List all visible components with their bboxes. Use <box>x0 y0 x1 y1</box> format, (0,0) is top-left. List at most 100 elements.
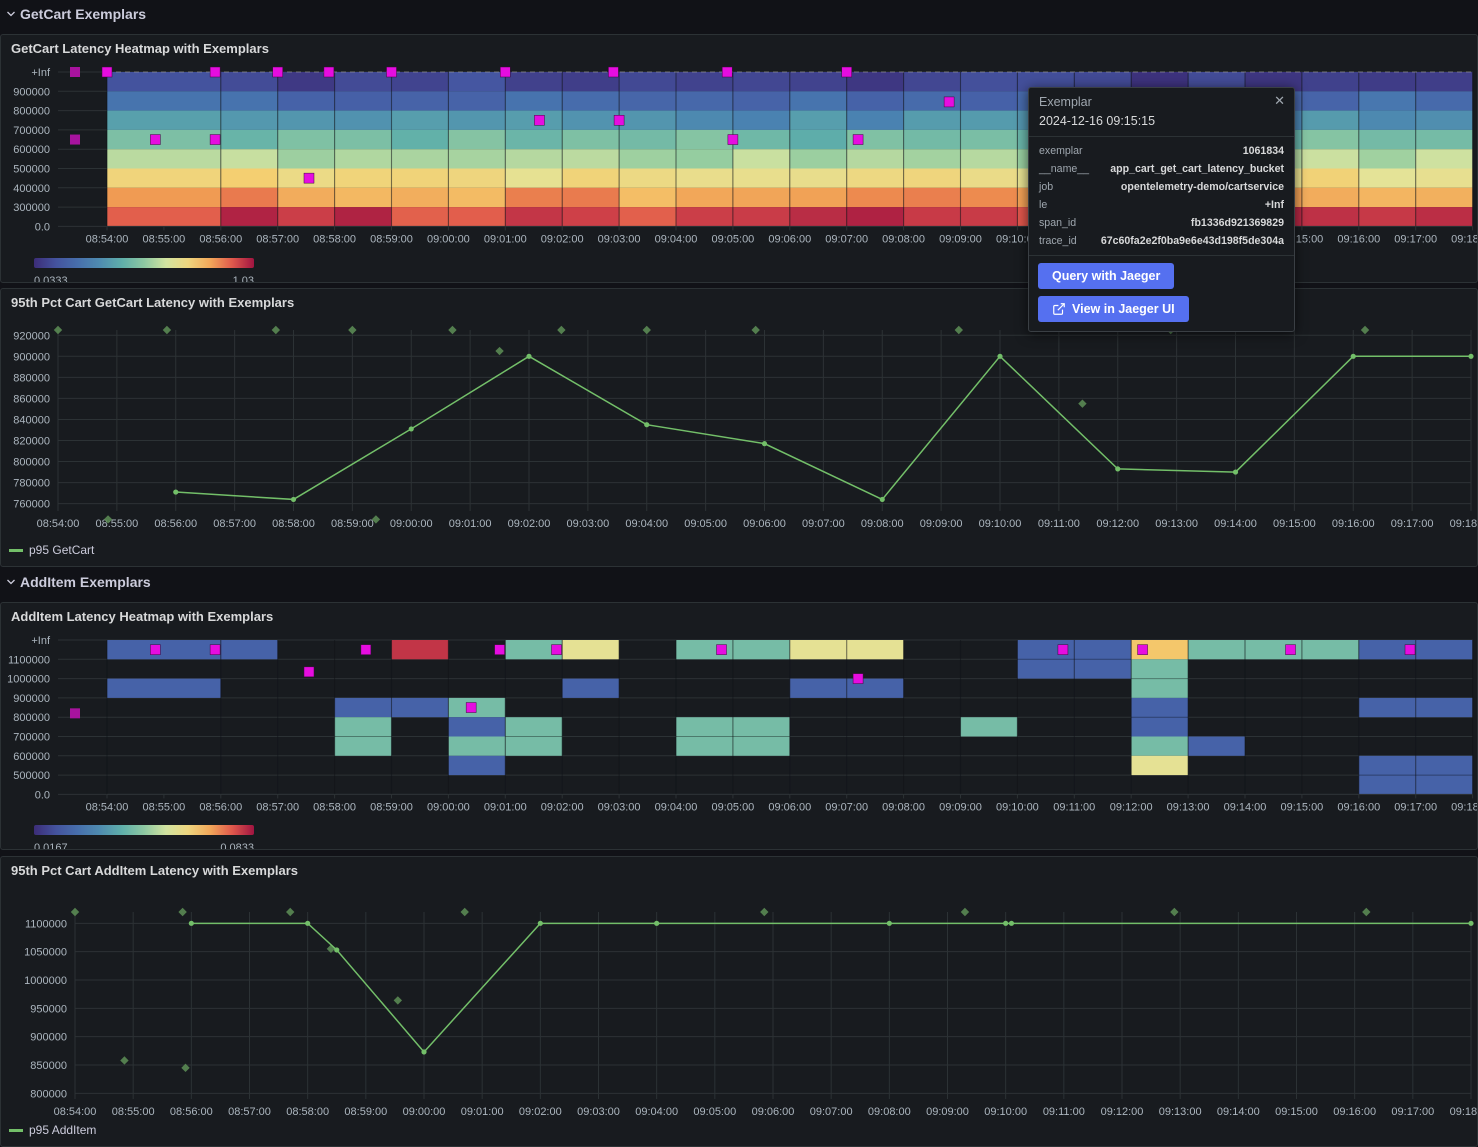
svg-text:08:59:00: 08:59:00 <box>370 801 413 813</box>
svg-text:08:56:00: 08:56:00 <box>199 233 242 245</box>
svg-text:09:10:00: 09:10:00 <box>979 518 1022 530</box>
svg-text:950000: 950000 <box>30 1003 67 1015</box>
svg-text:08:56:00: 08:56:00 <box>199 801 242 813</box>
svg-text:09:06:00: 09:06:00 <box>752 1106 795 1118</box>
svg-text:09:00:00: 09:00:00 <box>427 801 470 813</box>
svg-text:08:56:00: 08:56:00 <box>170 1106 213 1118</box>
svg-text:780000: 780000 <box>13 478 50 490</box>
svg-text:900000: 900000 <box>13 351 50 363</box>
svg-text:09:06:00: 09:06:00 <box>768 233 811 245</box>
svg-text:880000: 880000 <box>13 372 50 384</box>
svg-text:08:54:00: 08:54:00 <box>37 518 80 530</box>
svg-text:850000: 850000 <box>30 1060 67 1072</box>
svg-text:300000: 300000 <box>13 202 50 214</box>
svg-text:1100000: 1100000 <box>8 654 50 666</box>
svg-text:08:55:00: 08:55:00 <box>142 233 185 245</box>
svg-text:800000: 800000 <box>13 457 50 469</box>
svg-text:09:09:00: 09:09:00 <box>920 518 963 530</box>
svg-text:08:59:00: 08:59:00 <box>331 518 374 530</box>
svg-text:1.03: 1.03 <box>233 275 254 283</box>
svg-text:09:07:00: 09:07:00 <box>802 518 845 530</box>
svg-text:09:13:00: 09:13:00 <box>1155 518 1198 530</box>
svg-text:700000: 700000 <box>13 732 50 744</box>
svg-text:0.0333: 0.0333 <box>34 275 68 283</box>
svg-text:09:16:00: 09:16:00 <box>1337 233 1380 245</box>
svg-text:08:58:00: 08:58:00 <box>272 518 315 530</box>
svg-text:09:08:00: 09:08:00 <box>861 518 904 530</box>
svg-text:0.0167: 0.0167 <box>34 842 68 850</box>
svg-text:920000: 920000 <box>13 330 50 342</box>
svg-text:09:18:00: 09:18:00 <box>1450 518 1478 530</box>
svg-text:800000: 800000 <box>13 712 50 724</box>
svg-text:09:06:00: 09:06:00 <box>743 518 786 530</box>
svg-text:800000: 800000 <box>30 1088 67 1100</box>
svg-text:09:12:00: 09:12:00 <box>1096 518 1139 530</box>
svg-text:08:56:00: 08:56:00 <box>154 518 197 530</box>
svg-text:760000: 760000 <box>13 499 50 511</box>
svg-text:09:18:00: 09:18:00 <box>1451 801 1478 813</box>
svg-text:500000: 500000 <box>13 770 50 782</box>
svg-text:09:07:00: 09:07:00 <box>825 801 868 813</box>
svg-text:09:15:00: 09:15:00 <box>1273 518 1316 530</box>
svg-text:08:54:00: 08:54:00 <box>86 233 129 245</box>
svg-text:860000: 860000 <box>13 393 50 405</box>
svg-text:08:57:00: 08:57:00 <box>256 233 299 245</box>
svg-text:08:58:00: 08:58:00 <box>313 233 356 245</box>
svg-text:09:03:00: 09:03:00 <box>598 801 641 813</box>
svg-text:09:05:00: 09:05:00 <box>711 801 754 813</box>
svg-text:08:57:00: 08:57:00 <box>228 1106 271 1118</box>
svg-text:09:05:00: 09:05:00 <box>711 233 754 245</box>
svg-text:09:02:00: 09:02:00 <box>541 233 584 245</box>
svg-text:09:01:00: 09:01:00 <box>484 801 527 813</box>
svg-text:08:57:00: 08:57:00 <box>256 801 299 813</box>
svg-text:09:09:00: 09:09:00 <box>939 233 982 245</box>
svg-text:09:15:00: 09:15:00 <box>1275 1106 1318 1118</box>
svg-text:1000000: 1000000 <box>7 674 50 686</box>
svg-text:09:05:00: 09:05:00 <box>684 518 727 530</box>
svg-text:09:11:00: 09:11:00 <box>1053 801 1095 813</box>
svg-text:09:14:00: 09:14:00 <box>1214 518 1257 530</box>
svg-text:09:01:00: 09:01:00 <box>484 233 527 245</box>
svg-text:09:10:00: 09:10:00 <box>984 1106 1027 1118</box>
svg-text:09:08:00: 09:08:00 <box>882 801 925 813</box>
svg-text:09:04:00: 09:04:00 <box>655 233 698 245</box>
svg-text:09:03:00: 09:03:00 <box>598 233 641 245</box>
svg-text:09:02:00: 09:02:00 <box>541 801 584 813</box>
svg-text:09:18:00: 09:18:00 <box>1451 233 1478 245</box>
svg-text:09:06:00: 09:06:00 <box>768 801 811 813</box>
svg-text:08:55:00: 08:55:00 <box>112 1106 155 1118</box>
svg-text:09:04:00: 09:04:00 <box>655 801 698 813</box>
svg-text:09:00:00: 09:00:00 <box>427 233 470 245</box>
svg-text:09:14:00: 09:14:00 <box>1224 801 1267 813</box>
svg-text:600000: 600000 <box>13 751 50 763</box>
svg-text:08:54:00: 08:54:00 <box>54 1106 97 1118</box>
svg-text:0.0: 0.0 <box>35 789 50 801</box>
svg-text:09:09:00: 09:09:00 <box>939 801 982 813</box>
svg-text:09:11:00: 09:11:00 <box>1043 1106 1085 1118</box>
svg-text:700000: 700000 <box>13 125 50 137</box>
svg-text:09:15:00: 09:15:00 <box>1280 801 1323 813</box>
svg-text:09:07:00: 09:07:00 <box>810 1106 853 1118</box>
svg-text:840000: 840000 <box>13 414 50 426</box>
svg-text:08:58:00: 08:58:00 <box>286 1106 329 1118</box>
svg-text:09:17:00: 09:17:00 <box>1391 1106 1434 1118</box>
svg-text:0.0833: 0.0833 <box>220 842 254 850</box>
svg-text:500000: 500000 <box>13 164 50 176</box>
svg-text:1000000: 1000000 <box>24 975 67 987</box>
svg-text:08:59:00: 08:59:00 <box>370 233 413 245</box>
svg-text:09:13:00: 09:13:00 <box>1159 1106 1202 1118</box>
svg-text:09:03:00: 09:03:00 <box>577 1106 620 1118</box>
svg-text:09:12:00: 09:12:00 <box>1110 801 1153 813</box>
svg-text:1050000: 1050000 <box>24 947 67 959</box>
svg-text:600000: 600000 <box>13 144 50 156</box>
svg-text:09:17:00: 09:17:00 <box>1394 233 1437 245</box>
svg-text:08:54:00: 08:54:00 <box>86 801 129 813</box>
svg-text:09:01:00: 09:01:00 <box>461 1106 504 1118</box>
svg-text:09:03:00: 09:03:00 <box>566 518 609 530</box>
svg-text:09:00:00: 09:00:00 <box>390 518 433 530</box>
svg-text:09:16:00: 09:16:00 <box>1333 1106 1376 1118</box>
svg-text:09:05:00: 09:05:00 <box>693 1106 736 1118</box>
svg-text:08:58:00: 08:58:00 <box>313 801 356 813</box>
svg-text:09:13:00: 09:13:00 <box>1167 801 1210 813</box>
svg-text:+Inf: +Inf <box>31 635 51 647</box>
